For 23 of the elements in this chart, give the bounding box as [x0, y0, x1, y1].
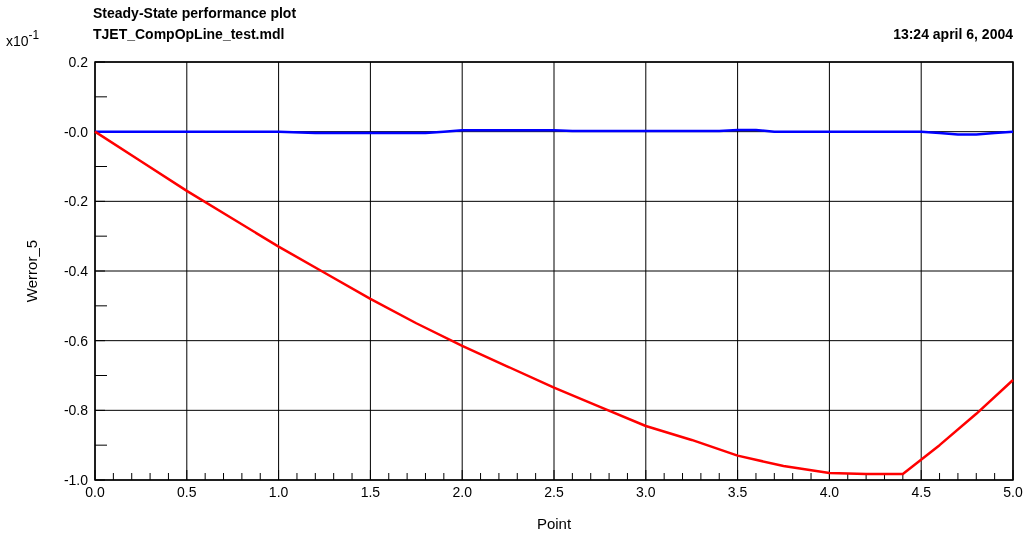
- x-tick-label: 4.5: [911, 484, 932, 500]
- y-tick-label: 0.2: [68, 54, 89, 70]
- x-tick-label: 1.5: [360, 484, 381, 500]
- y-tick-label: -0.2: [63, 193, 89, 210]
- x-tick-label: 5.0: [1003, 484, 1023, 500]
- y-tick-label: -0.8: [63, 402, 89, 419]
- chart-title: Steady-State performance plot: [93, 5, 297, 21]
- chart-subtitle: TJET_CompOpLine_test.mdl: [93, 26, 285, 42]
- x-tick-label: 2.0: [452, 484, 473, 500]
- text: 13:24 april 6, 2004: [893, 26, 1014, 42]
- y-tick-label: -0.4: [63, 263, 89, 279]
- text: x10$^{-1}$: [6, 28, 40, 49]
- x-tick-label: 3.5: [727, 484, 748, 500]
- y-axis-title: Werror_5: [23, 239, 40, 303]
- line-series: [93, 130, 1015, 476]
- x-tick-label: 4.0: [819, 484, 840, 500]
- x-tick-label: 1.0: [268, 484, 289, 500]
- x-tick-label: 0.5: [177, 484, 197, 500]
- x-axis-title: Point: [536, 515, 572, 532]
- y-tick-label: -0.0: [63, 123, 89, 140]
- x-tick-label: 2.5: [544, 484, 564, 500]
- y-tick-label: -0.6: [63, 332, 89, 349]
- x-tick-label: 3.0: [636, 484, 656, 500]
